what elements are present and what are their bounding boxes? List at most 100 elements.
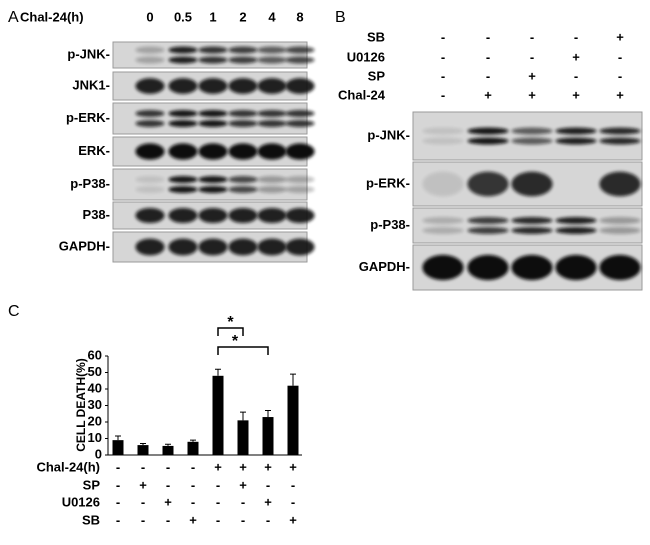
- sign: +: [289, 512, 297, 527]
- sign: +: [572, 49, 580, 64]
- sign: -: [266, 477, 270, 492]
- band: [599, 171, 641, 197]
- band: [168, 78, 198, 94]
- row-label: GAPDH-: [359, 259, 410, 274]
- band: [168, 46, 198, 54]
- band: [135, 120, 165, 127]
- band: [228, 207, 258, 224]
- band: [228, 46, 258, 54]
- timepoint: 1: [209, 9, 216, 24]
- sign: -: [141, 459, 145, 474]
- error-bar: [140, 442, 146, 446]
- sign: +: [189, 512, 197, 527]
- band: [285, 186, 315, 193]
- band: [198, 143, 228, 160]
- band: [257, 238, 287, 256]
- error-bar: [215, 368, 221, 376]
- bar: [262, 417, 274, 455]
- blot: [112, 168, 308, 201]
- row-label: p-JNK-: [367, 127, 410, 142]
- row-label: p-ERK-: [66, 110, 110, 125]
- band: [257, 176, 287, 183]
- band: [135, 78, 165, 94]
- sign: +: [239, 477, 247, 492]
- y-axis-label: CELL DEATH(%): [74, 358, 88, 452]
- band: [168, 120, 198, 127]
- error-bar: [265, 409, 271, 418]
- band: [555, 254, 597, 281]
- header-label: Chal-24(h): [20, 9, 84, 24]
- sign: -: [441, 68, 445, 83]
- error-bar: [240, 411, 246, 421]
- row-label: p-P38-: [70, 176, 110, 191]
- band: [467, 254, 509, 281]
- bar: [112, 440, 124, 455]
- condition-label: SB: [82, 512, 100, 527]
- band: [168, 176, 198, 183]
- condition-label: Chal-24(h): [36, 459, 100, 474]
- error-bar: [290, 373, 296, 386]
- sign: -: [618, 49, 622, 64]
- sign: -: [191, 477, 195, 492]
- row-label: p-P38-: [370, 217, 410, 232]
- error-bar: [190, 439, 196, 442]
- blot: [412, 207, 643, 244]
- y-tick-label: 40: [88, 380, 102, 395]
- row-label: P38-: [83, 207, 110, 222]
- band: [467, 217, 509, 224]
- sign: +: [264, 494, 272, 509]
- sign: +: [572, 87, 580, 102]
- band: [599, 227, 641, 234]
- band: [511, 137, 553, 145]
- band: [228, 120, 258, 127]
- sign: +: [139, 477, 147, 492]
- sign: -: [618, 68, 622, 83]
- band: [511, 217, 553, 224]
- sign: -: [291, 494, 295, 509]
- sign: -: [166, 459, 170, 474]
- band: [228, 56, 258, 64]
- y-tick-label: 50: [88, 364, 102, 379]
- band: [285, 78, 315, 94]
- band: [168, 110, 198, 117]
- band: [422, 227, 464, 234]
- y-tick-label: 20: [88, 413, 102, 428]
- band: [422, 127, 464, 135]
- band: [168, 186, 198, 193]
- band: [198, 238, 228, 256]
- error-bar: [165, 443, 171, 446]
- band: [168, 56, 198, 64]
- band: [599, 217, 641, 224]
- band: [257, 143, 287, 160]
- row-label: GAPDH-: [59, 238, 110, 253]
- sign: -: [216, 477, 220, 492]
- significance-bracket: [217, 327, 244, 336]
- timepoint: 0: [146, 9, 153, 24]
- y-tick-label: 30: [88, 397, 102, 412]
- timepoint: 0.5: [174, 9, 192, 24]
- band: [228, 78, 258, 94]
- timepoint: 2: [239, 9, 246, 24]
- band: [555, 227, 597, 234]
- band: [135, 56, 165, 64]
- y-tick-label: 60: [88, 347, 102, 362]
- sign: -: [441, 29, 445, 44]
- panel-label: B: [335, 9, 346, 26]
- condition-label: Chal-24: [338, 87, 386, 102]
- band: [198, 186, 228, 193]
- sign: -: [141, 512, 145, 527]
- sign: +: [214, 459, 222, 474]
- band: [198, 120, 228, 127]
- row-label: JNK1-: [72, 77, 110, 92]
- blot: [112, 102, 308, 135]
- sign: -: [441, 49, 445, 64]
- sign: -: [191, 494, 195, 509]
- sign: -: [486, 29, 490, 44]
- condition-label: SP: [368, 68, 386, 83]
- band: [135, 207, 165, 224]
- band: [228, 143, 258, 160]
- band: [168, 207, 198, 224]
- sign: -: [441, 87, 445, 102]
- timepoint: 8: [296, 9, 303, 24]
